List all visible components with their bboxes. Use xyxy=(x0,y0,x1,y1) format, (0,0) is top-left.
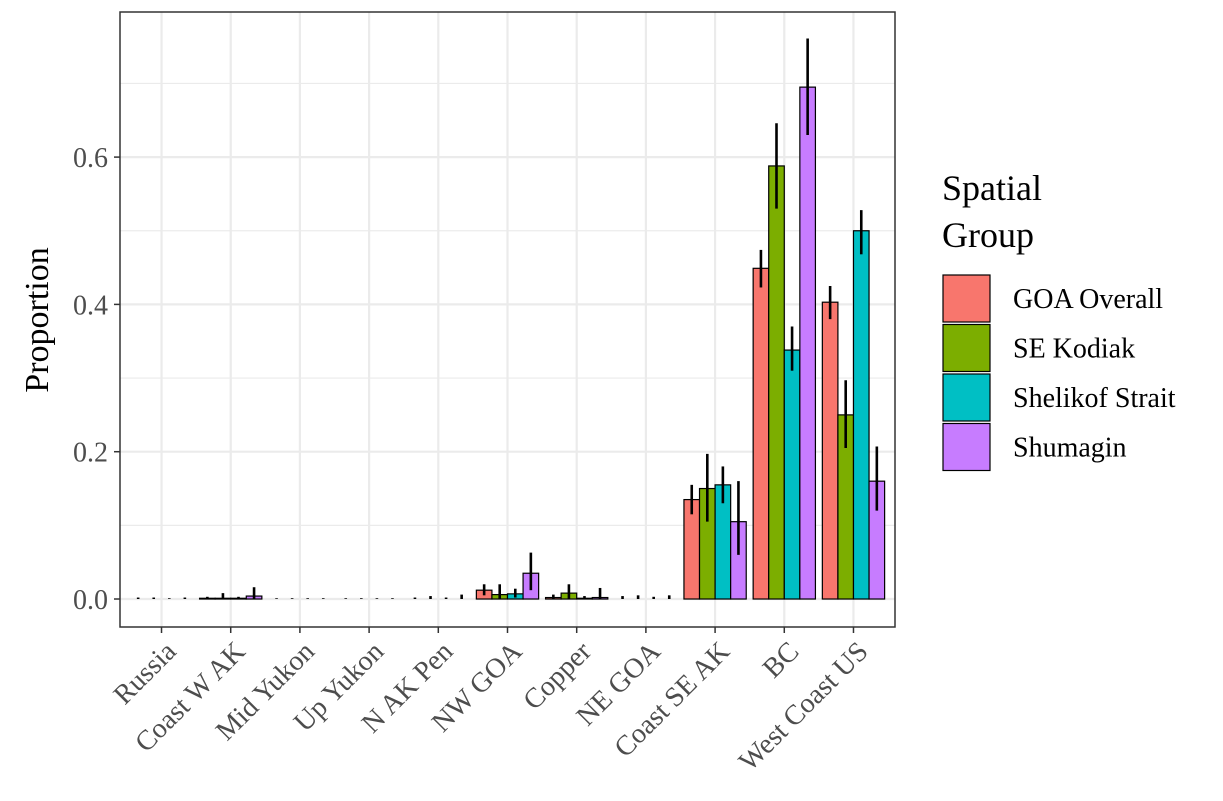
y-tick-label: 0.6 xyxy=(73,143,108,174)
bar xyxy=(683,498,701,600)
legend-key xyxy=(942,373,991,422)
y-axis-title: Proportion xyxy=(19,247,56,392)
y-tick-label: 0.4 xyxy=(73,290,108,321)
bar xyxy=(783,349,801,600)
bar xyxy=(821,301,839,600)
x-tick-label: BC xyxy=(757,636,805,684)
legend-label: Shumagin xyxy=(1013,433,1127,464)
bar xyxy=(852,230,870,600)
bar xyxy=(752,267,770,600)
legend-label: GOA Overall xyxy=(1013,284,1163,315)
legend-label: Shelikof Strait xyxy=(1013,383,1176,414)
bar xyxy=(768,165,785,600)
y-tick-label: 0.0 xyxy=(73,585,108,616)
y-tick-label: 0.2 xyxy=(73,438,108,469)
legend-key xyxy=(942,323,991,373)
legend-key xyxy=(942,422,991,472)
bar xyxy=(799,86,817,600)
legend-label: SE Kodiak xyxy=(1013,334,1135,365)
legend-key xyxy=(942,274,991,323)
marks xyxy=(136,38,886,600)
legend-title: Spatial Group xyxy=(942,168,1042,255)
